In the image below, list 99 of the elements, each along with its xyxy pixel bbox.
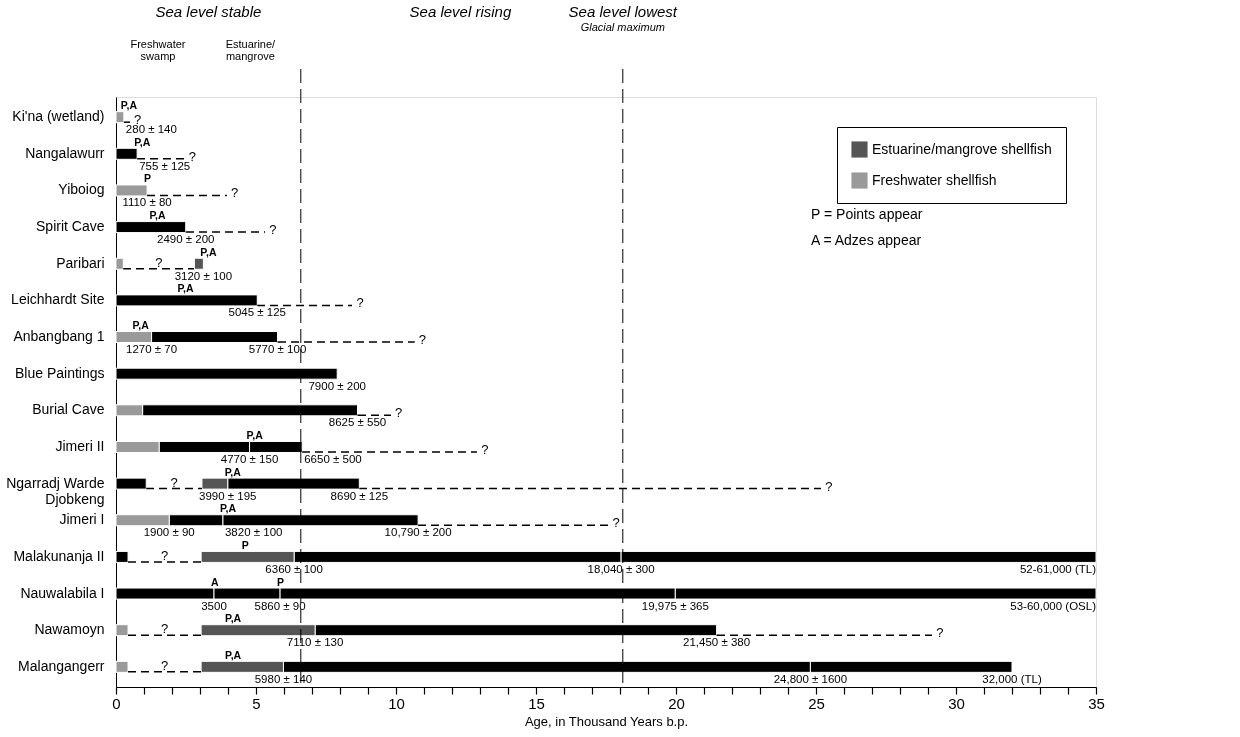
y-tick-label: Ki'na (wetland) (12, 108, 105, 125)
bar (115, 257, 124, 270)
annotation: 3820 ± 100 (224, 526, 283, 539)
x-axis-title: Age, in Thousand Years b.p. (524, 713, 689, 729)
x-tick-label: 15 (528, 694, 545, 712)
data-label: ? (395, 405, 403, 421)
annotation: P (144, 172, 152, 185)
data-label: ? (825, 478, 833, 494)
bar (115, 184, 148, 197)
annotation: P,A (177, 282, 194, 295)
y-tick-label: Spirit Cave (36, 218, 105, 235)
y-tick-label: Blue Paintings (14, 364, 105, 381)
text: Sea level rising (409, 3, 512, 20)
text: Freshwater swamp (130, 38, 186, 62)
annotation: A (211, 575, 219, 588)
annotation: P,A (224, 465, 242, 478)
annotation: 24,800 ± 1600 (773, 672, 848, 685)
x-tick-label: 30 (948, 694, 965, 712)
y-tick-label: Nangalawurr (25, 144, 105, 161)
annotation: 280 ± 140 (125, 123, 177, 136)
bar (115, 660, 129, 673)
annotation: P,A (225, 648, 242, 661)
annotation: 1270 ± 70 (126, 343, 178, 356)
y-tick-label: Burial Cave (32, 401, 105, 418)
annotation: 1900 ± 90 (143, 526, 195, 539)
annotation: 6360 ± 100 (265, 562, 323, 575)
annotation: 755 ± 125 (139, 159, 191, 172)
annotation: 32,000 (TL) (982, 672, 1042, 685)
data-label: ? (230, 185, 239, 201)
annotation: 8690 ± 125 (330, 489, 389, 502)
annotation: P (241, 538, 249, 551)
x-tick-label: 10 (388, 694, 405, 712)
data-label: ? (356, 295, 364, 311)
bar (193, 257, 204, 270)
data-label: ? (269, 222, 277, 238)
data-label: ? (481, 441, 489, 457)
annotation: 21,450 ± 380 (683, 636, 751, 649)
text: Estuarine/mangrove (225, 38, 277, 62)
data-label: ? (160, 657, 169, 673)
annotation: P = Points appear (811, 206, 923, 222)
annotation: 4770 ± 150 (220, 452, 279, 465)
text: Glacial maximum (580, 21, 665, 33)
y-tick-label: Malakunanja II (13, 547, 105, 564)
annotation: 3990 ± 195 (198, 489, 257, 502)
annotation: 5770 ± 100 (248, 343, 307, 356)
annotation: P,A (149, 209, 166, 222)
annotation: 6650 ± 500 (304, 452, 362, 465)
bar (115, 111, 125, 124)
annotation: A = Adzes appear (811, 232, 922, 248)
data-label: ? (170, 474, 178, 490)
legend-label: Estuarine/mangrove shellfish (872, 140, 1052, 157)
x-tick-label: 20 (668, 694, 685, 712)
y-tick-label: Jimeri I (59, 511, 105, 528)
annotation: P,A (246, 428, 264, 441)
annotation: 2490 ± 200 (156, 233, 215, 246)
legend-label: Freshwater shellfish (872, 171, 997, 188)
y-tick-label: Leichhardt Site (11, 291, 105, 308)
data-label: ? (155, 254, 163, 270)
x-tick-label: 25 (808, 694, 825, 712)
data-label: ? (612, 515, 620, 531)
annotation: 18,040 ± 300 (587, 562, 655, 575)
annotation: 5860 ± 90 (254, 599, 306, 612)
annotation: P (277, 575, 285, 588)
annotation: 7900 ± 200 (308, 379, 366, 392)
data-label: ? (160, 547, 169, 563)
annotation: P,A (120, 99, 138, 112)
annotation: 5045 ± 125 (228, 306, 286, 319)
data-label: ? (418, 332, 426, 348)
y-tick-label: Paribari (56, 254, 105, 271)
annotation: P,A (225, 612, 242, 625)
y-tick-label: Malangangerr (18, 657, 105, 674)
annotation: P,A (200, 245, 217, 258)
x-tick-label: 0 (112, 694, 121, 712)
annotation: 52-61,000 (TL) (1019, 562, 1097, 575)
annotation: 19,975 ± 365 (641, 599, 709, 612)
annotation: 3500 (201, 599, 227, 612)
y-tick-label: Jimeri II (55, 437, 105, 454)
annotation: P,A (134, 135, 151, 148)
y-tick-label: Yiboiog (58, 181, 105, 198)
annotation: 10,790 ± 200 (384, 526, 452, 539)
data-label: ? (936, 625, 944, 641)
annotation: 1110 ± 80 (122, 196, 172, 209)
bar (115, 624, 129, 637)
text: Sea level stable (155, 3, 262, 20)
annotation: 53-60,000 (OSL) (1010, 599, 1097, 612)
annotation: P,A (219, 502, 237, 515)
y-tick-label: Anbangbang 1 (13, 328, 105, 345)
x-tick-label: 5 (252, 694, 261, 712)
annotation: P,A (132, 319, 150, 332)
annotation: 3120 ± 100 (174, 269, 233, 282)
annotation: 7110 ± 130 (286, 636, 344, 649)
x-tick-label: 35 (1088, 694, 1105, 712)
annotation: 8625 ± 550 (328, 416, 387, 429)
y-tick-label: Nawamoyn (34, 621, 105, 638)
data-label: ? (160, 621, 169, 637)
text: Sea level lowest (568, 3, 678, 20)
data-label: ? (188, 148, 196, 164)
y-tick-label: Ngarradj Warde Djobkeng (6, 474, 105, 507)
y-tick-label: Nauwalabila I (20, 584, 105, 601)
